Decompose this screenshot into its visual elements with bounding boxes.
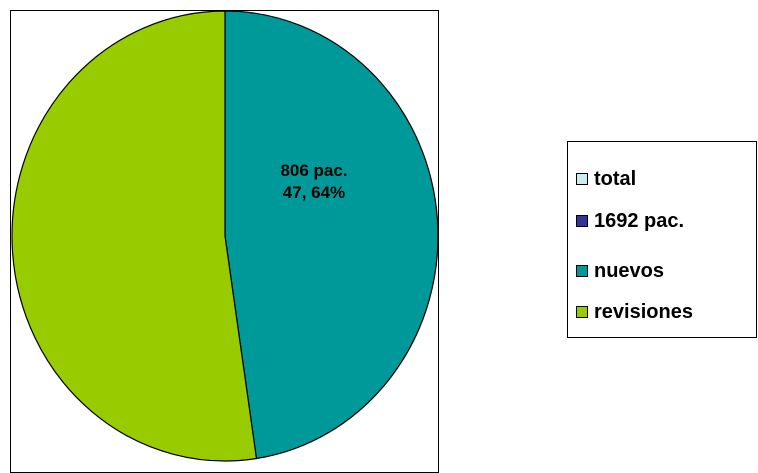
legend-item-nuevos: nuevos <box>576 259 664 283</box>
slice-label-percent: 47, 64% <box>282 183 346 202</box>
legend-swatch-total <box>576 173 588 185</box>
legend-label-revisiones: revisiones <box>594 300 693 323</box>
slice-label-count: 806 pac. <box>280 161 348 180</box>
legend-swatch-count <box>576 215 588 227</box>
legend-label-total: total <box>594 167 637 190</box>
legend-label-nuevos: nuevos <box>594 259 665 282</box>
legend-swatch-revisiones <box>576 306 588 318</box>
slice-data-label-nuevos: 806 pac. 47, 64% <box>249 160 379 204</box>
legend-item-revisiones: revisiones <box>576 300 693 324</box>
pie-slice-nuevos <box>224 10 439 460</box>
legend-swatch-nuevos <box>576 265 588 277</box>
pie-slice-revisiones <box>11 10 258 462</box>
legend-label-count: 1692 pac. <box>594 209 685 232</box>
pie-chart <box>11 10 439 462</box>
legend-item-total: total <box>576 167 636 191</box>
legend-item-count: 1692 pac. <box>576 209 684 233</box>
legend: total 1692 pac. nuevos revisiones <box>567 141 757 338</box>
